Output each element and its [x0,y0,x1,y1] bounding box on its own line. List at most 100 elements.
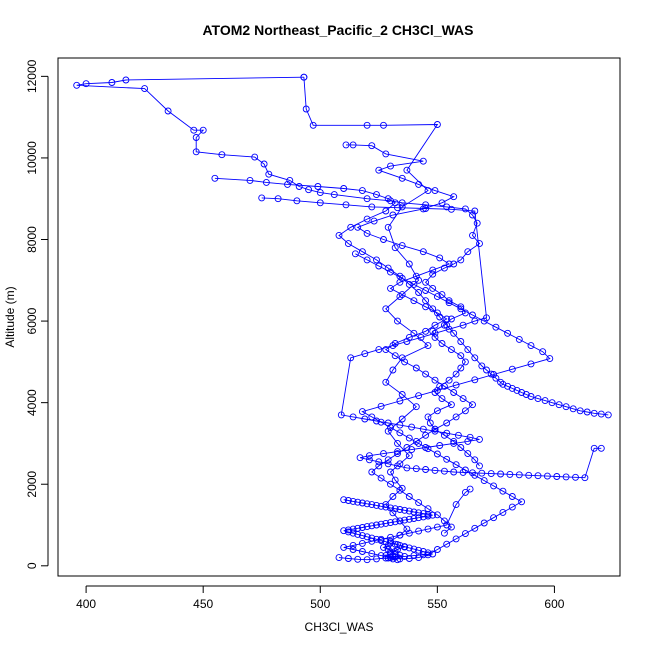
data-point [450,329,458,337]
data-point [396,486,404,494]
data-point [401,552,409,560]
data-point [433,293,441,301]
data-point [391,340,399,347]
data-point [452,370,460,378]
data-point [452,381,460,389]
data-point [354,524,362,532]
data-point [597,410,605,418]
data-point [373,256,380,264]
data-point [433,309,441,317]
data-point [412,272,420,280]
data-point [459,468,467,476]
data-point [422,205,430,212]
data-point [358,524,366,531]
data-point [391,540,399,548]
data-point [387,162,394,170]
data-point [518,498,526,506]
data-point [368,203,376,211]
y-tick-label: 4000 [25,389,39,416]
data-point [408,423,416,431]
data-point [422,431,430,439]
data-point [433,121,441,128]
data-point [445,260,453,268]
data-point [370,217,378,225]
data-point [431,333,439,341]
data-point [401,506,409,514]
data-point [391,553,399,561]
data-point [457,256,465,264]
data-point [450,468,458,476]
data-point [461,530,469,538]
data-point [499,508,507,516]
data-point [466,485,474,493]
data-point [396,506,404,513]
data-point [387,424,394,431]
data-point [447,315,455,323]
data-point [391,352,399,360]
data-point [534,472,542,480]
data-point [358,532,366,540]
data-point [433,407,441,415]
data-point [436,254,444,262]
data-point [349,546,357,553]
data-point [480,477,488,485]
data-point [490,482,498,490]
data-point [349,525,357,533]
data-point [340,496,348,504]
series-line [346,144,474,534]
data-point [471,524,479,532]
data-point [382,554,390,562]
data-point [443,521,451,529]
data-point [553,473,561,480]
data-point [405,260,413,268]
data-point [415,439,423,447]
data-point [356,454,364,462]
data-point [440,382,448,390]
data-point [342,201,350,209]
data-point [438,199,446,207]
data-point [471,376,479,384]
data-point [358,548,366,555]
data-point [387,504,394,512]
data-point [431,376,439,384]
data-point [384,460,392,468]
data-point [382,150,390,158]
data-point [433,511,441,519]
data-point [382,503,390,511]
data-point [499,487,507,495]
data-point [508,493,516,500]
data-point [391,505,399,513]
data-point [515,471,523,479]
data-point [459,395,467,403]
data-point [541,397,549,405]
data-point [447,401,455,409]
data-point [576,407,584,415]
data-point [457,352,465,360]
data-point [391,518,399,526]
data-point [476,462,483,470]
data-point [405,529,413,537]
data-point [429,270,437,278]
data-point [422,327,430,335]
x-tick-label: 450 [193,597,213,611]
series-line [303,77,439,561]
data-point [513,386,521,394]
data-series [340,250,554,563]
data-point [342,141,350,149]
data-point [246,176,254,184]
data-point [424,413,432,421]
y-tick-label: 12000 [25,59,39,93]
data-point [384,223,392,231]
data-point [443,429,451,437]
data-point [354,555,362,563]
data-point [373,191,380,199]
data-point [497,378,505,386]
data-point [373,501,380,509]
data-point [382,305,390,313]
data-point [335,554,343,562]
data-point [141,85,149,93]
data-point [590,409,598,417]
data-point [452,535,460,543]
data-point [403,166,411,174]
data-point [436,442,444,449]
